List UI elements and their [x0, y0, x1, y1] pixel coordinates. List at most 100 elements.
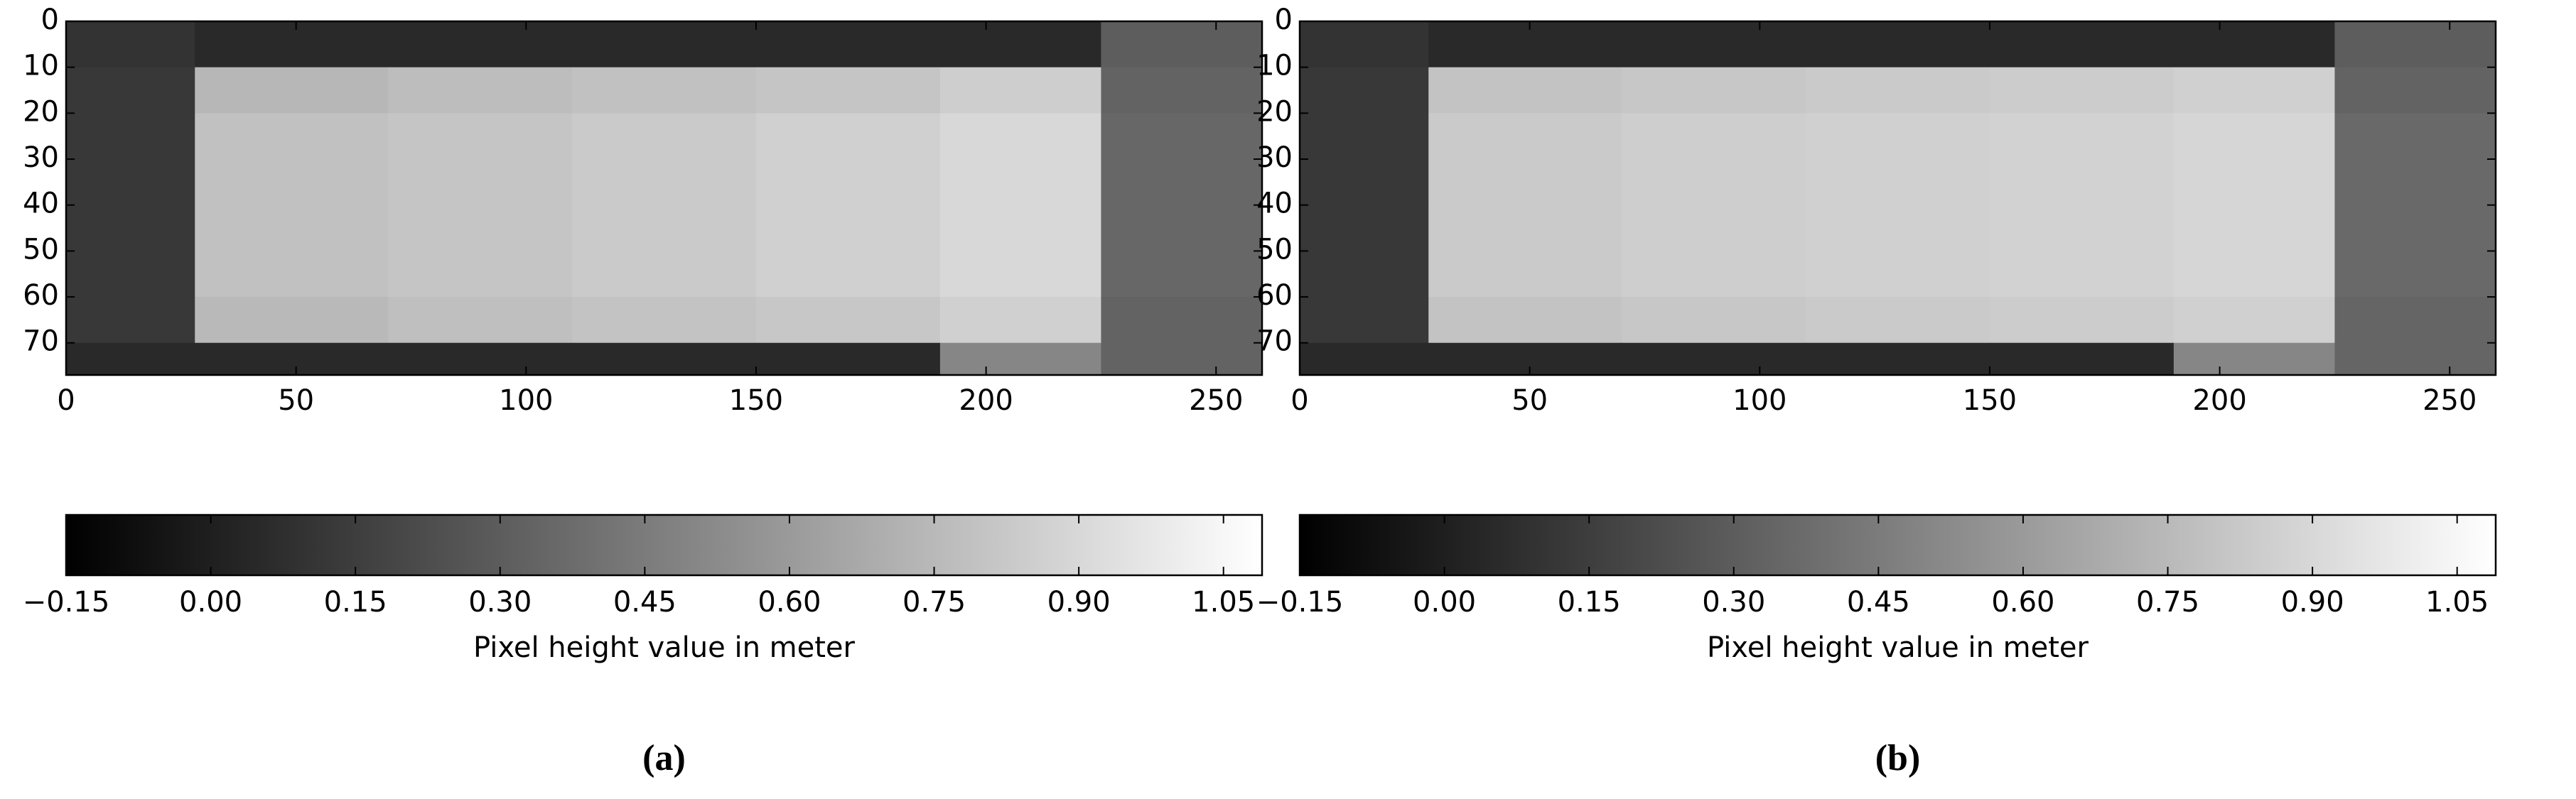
heat-cell: [755, 67, 941, 114]
heat-cell: [572, 21, 757, 68]
x-tick-label: 200: [2192, 384, 2246, 417]
heat-cell: [1428, 67, 1622, 114]
x-tick-label: 50: [278, 384, 314, 417]
heat-cell: [1300, 297, 1429, 344]
colorbar-tick-label: 0.75: [902, 586, 966, 619]
heat-cell: [1989, 297, 2174, 344]
axes-frame: [1298, 20, 2497, 376]
heat-cell: [572, 67, 757, 114]
colorbar-tick-label: 0.30: [1702, 586, 1765, 619]
heat-cell: [388, 113, 573, 206]
colorbar-tick-label: 0.15: [324, 586, 387, 619]
heat-cell: [572, 297, 757, 344]
x-tick-label: 0: [1290, 384, 1308, 417]
heat-cell: [572, 342, 757, 376]
heat-cell: [1101, 342, 1263, 376]
x-tick-label: 100: [499, 384, 553, 417]
heat-cell: [755, 297, 941, 344]
heat-cell: [1101, 67, 1263, 114]
panel-caption: (b): [1875, 738, 1921, 778]
heat-cell: [195, 342, 389, 376]
y-tick-label: 60: [1256, 279, 1293, 312]
heat-cell: [1806, 297, 1990, 344]
heat-cell: [2334, 297, 2496, 344]
colorbar-tick-label: 0.45: [613, 586, 677, 619]
heat-cell: [2173, 205, 2335, 298]
heat-cell: [939, 21, 1101, 68]
x-tick-label: 250: [1189, 384, 1243, 417]
heat-cell: [1101, 113, 1263, 206]
heat-cell: [1622, 205, 1806, 298]
colorbar: [1298, 513, 2497, 577]
heat-cell: [1806, 342, 1990, 376]
heat-cell: [2173, 342, 2335, 376]
heat-cell: [1101, 21, 1263, 68]
colorbar-tick-label: 0.45: [1847, 586, 1910, 619]
x-tick-label: 250: [2423, 384, 2477, 417]
y-tick-label: 20: [23, 95, 59, 128]
heat-cell: [2334, 342, 2496, 376]
heat-cell: [195, 113, 389, 206]
heat-cell: [755, 205, 941, 298]
x-tick-label: 100: [1732, 384, 1787, 417]
heat-cell: [1622, 342, 1806, 376]
heat-cell: [2173, 21, 2335, 68]
heat-cell: [195, 297, 389, 344]
heat-cell: [1989, 342, 2174, 376]
y-tick-label: 60: [23, 279, 59, 312]
colorbar: [65, 513, 1263, 577]
y-tick-label: 70: [1256, 325, 1293, 358]
heat-cell: [2334, 67, 2496, 114]
heat-cell: [1989, 67, 2174, 114]
y-tick-label: 50: [1256, 233, 1293, 266]
colorbar-tick-label: 1.05: [2425, 586, 2489, 619]
heat-cell: [1300, 205, 1429, 298]
heat-cell: [1806, 205, 1990, 298]
colorbar-tick-label: 0.15: [1558, 586, 1621, 619]
heat-cell: [2173, 113, 2335, 206]
heat-cell: [1300, 21, 1429, 68]
heat-cell: [2173, 297, 2335, 344]
x-tick-label: 150: [1963, 384, 2017, 417]
heat-cell: [195, 21, 389, 68]
y-tick-label: 40: [1256, 187, 1293, 220]
colorbar-tick-label: 0.90: [1047, 586, 1111, 619]
heat-cell: [939, 113, 1101, 206]
heat-cell: [939, 67, 1101, 114]
heat-cell: [1622, 113, 1806, 206]
colorbar-tick-label: 0.00: [179, 586, 242, 619]
heat-cell: [195, 205, 389, 298]
colorbar-tick-label: 0.60: [758, 586, 821, 619]
heat-cell: [388, 67, 573, 114]
heat-cell: [755, 21, 941, 68]
heat-cell: [1101, 297, 1263, 344]
panel-caption: (a): [642, 738, 686, 778]
heat-cell: [388, 297, 573, 344]
colorbar-tick-label: 0.00: [1413, 586, 1476, 619]
y-tick-label: 0: [1275, 4, 1293, 36]
x-tick-label: 150: [729, 384, 783, 417]
y-tick-label: 50: [23, 233, 59, 266]
heat-cell: [388, 21, 573, 68]
heat-cell: [66, 297, 195, 344]
heat-cell: [1428, 113, 1622, 206]
heat-cell: [1428, 21, 1622, 68]
colorbar-tick-label: −0.15: [1256, 586, 1344, 619]
heat-cell: [1622, 67, 1806, 114]
heat-cell: [195, 67, 389, 114]
heat-cell: [2334, 113, 2496, 206]
heat-cell: [388, 342, 573, 376]
y-tick-label: 40: [23, 187, 59, 220]
heat-cell: [2173, 67, 2335, 114]
heat-cell: [572, 205, 757, 298]
heat-cell: [1806, 113, 1990, 206]
heat-cell: [66, 21, 195, 68]
heat-cell: [1428, 342, 1622, 376]
y-tick-label: 10: [23, 50, 59, 82]
heat-cell: [1806, 21, 1990, 68]
heat-cell: [939, 342, 1101, 376]
axes-frame: [65, 20, 1263, 376]
x-tick-label: 0: [57, 384, 75, 417]
heat-cell: [2334, 205, 2496, 298]
heat-cell: [572, 113, 757, 206]
